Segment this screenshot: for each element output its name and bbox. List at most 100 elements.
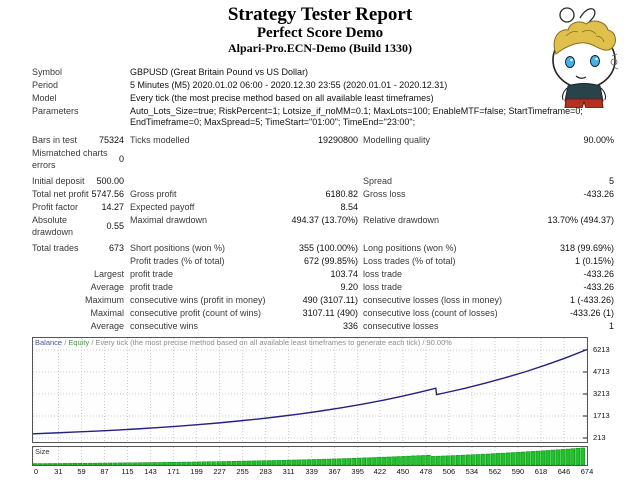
stat-label: Expected payoff <box>130 202 195 212</box>
size-bar <box>251 460 257 466</box>
size-bar <box>167 462 172 466</box>
size-bar <box>197 461 202 466</box>
x-tick-label: 31 <box>54 467 63 476</box>
size-bar <box>520 451 526 466</box>
size-bar <box>92 462 98 466</box>
mascot-image <box>552 7 619 108</box>
size-bar <box>142 462 147 466</box>
x-axis-labels: 0 31 59 87 115 143 171 199 227 255 283 311 339 367 395… <box>33 467 593 477</box>
trade-size-panel <box>32 446 588 466</box>
x-tick-label: 646 <box>557 467 571 476</box>
stat-value: 103.74 <box>330 269 358 279</box>
x-tick-label: 367 <box>328 467 341 476</box>
stat-label: Gross loss <box>363 189 406 199</box>
size-bar <box>162 462 167 466</box>
stat-value: -433.26 <box>583 269 614 279</box>
stat-value: 672 (99.85%) <box>303 256 358 266</box>
size-bar <box>62 463 68 466</box>
stat-label: Average <box>90 321 124 331</box>
stat-value: 9.20 <box>340 282 358 292</box>
size-bar <box>480 453 486 466</box>
stat-value: 14.27 <box>101 202 124 212</box>
size-bar <box>122 462 127 466</box>
stat-value: 0 <box>118 154 124 164</box>
info-value: 5 Minutes (M5) 2020.01.02 06:00 - 2020.1… <box>130 80 448 90</box>
size-bar <box>490 453 496 466</box>
stat-value: -433.26 <box>583 189 614 199</box>
stats-row-maximal-consecutive: Maximal consecutive profit (count of win… <box>32 307 614 320</box>
size-bar <box>525 451 531 466</box>
stats-row-profit-trades: Profit trades (% of total) 672 (99.85%) L… <box>32 255 614 268</box>
stat-label: Maximal <box>90 308 124 318</box>
size-bar <box>450 455 456 466</box>
trade-size-svg <box>32 447 588 466</box>
info-label: Parameters <box>32 106 79 116</box>
mascot-eye-glint <box>570 58 573 62</box>
stat-label: Short positions (won %) <box>130 243 226 253</box>
stat-label: Total net profit <box>32 189 89 199</box>
y-tick-label: 1713 <box>593 411 610 420</box>
size-panel-label: Size <box>35 447 50 456</box>
size-bar <box>157 462 162 466</box>
size-bar <box>401 456 406 466</box>
stat-value: 673 <box>108 243 124 253</box>
size-bar <box>212 461 217 466</box>
stat-label: Spread <box>363 176 393 186</box>
size-bar <box>202 461 207 466</box>
x-tick-label: 478 <box>419 467 433 476</box>
stat-label: Mismatched charts errors <box>32 148 108 170</box>
size-bar <box>281 460 287 466</box>
x-tick-label: 422 <box>373 467 387 476</box>
balance-chart: Balance / Equity / Every tick (the most … <box>32 337 616 479</box>
size-bar <box>371 457 376 466</box>
info-label: Symbol <box>32 67 63 77</box>
size-bar <box>441 455 446 466</box>
y-tick-label: 3213 <box>593 389 610 398</box>
size-bar <box>226 461 232 466</box>
stat-value: 494.37 (13.70%) <box>291 215 358 225</box>
size-bar <box>82 462 88 466</box>
size-bar <box>535 450 541 466</box>
info-label: Model <box>32 93 57 103</box>
stat-label: loss trade <box>363 282 403 292</box>
x-tick-label: 59 <box>77 467 86 476</box>
size-bar <box>580 447 586 466</box>
size-bar <box>152 462 157 466</box>
mascot-mouth <box>575 75 587 79</box>
stat-value: 19290800 <box>317 135 358 145</box>
x-tick-label: 199 <box>190 467 203 476</box>
stats-row-average-trade: Average profit trade 9.20 loss trade -433.… <box>32 281 614 294</box>
stat-value: 75324 <box>98 135 124 145</box>
size-bar <box>306 459 312 466</box>
size-bar <box>127 462 132 466</box>
x-tick-label: 590 <box>511 467 525 476</box>
size-bar <box>356 457 362 466</box>
legend-equity: Equity <box>68 338 90 347</box>
x-tick-label: 562 <box>488 467 502 476</box>
mascot-left-eye <box>565 56 575 68</box>
stat-value: 1 (0.15%) <box>574 256 614 266</box>
size-bar <box>291 459 297 466</box>
stat-value: 90.00% <box>583 135 614 145</box>
size-bar <box>545 450 551 466</box>
legend-balance: Balance <box>35 338 63 347</box>
size-bar <box>460 454 466 466</box>
size-bar <box>236 460 242 466</box>
stat-value: 6180.82 <box>325 189 358 199</box>
stat-label: Average <box>90 282 124 292</box>
y-tick-label: 213 <box>593 433 606 442</box>
x-tick-label: 283 <box>259 467 272 476</box>
test-info-table: Symbol GBPUSD (Great Britain Pound vs US… <box>32 67 592 130</box>
mascot-ear-detail <box>610 58 618 66</box>
statistics-table: Bars in test 75324 Ticks modelled 19290800… <box>32 134 614 333</box>
size-bar <box>47 463 53 466</box>
size-bar <box>52 463 58 466</box>
size-bar <box>436 455 441 466</box>
size-bar <box>381 456 386 466</box>
size-bar <box>416 455 421 466</box>
balance-line <box>32 348 588 435</box>
stat-value: 490 (3107.11) <box>302 295 358 305</box>
size-bar <box>351 458 357 466</box>
y-tick-label: 4713 <box>593 367 610 376</box>
size-bar <box>361 457 367 466</box>
